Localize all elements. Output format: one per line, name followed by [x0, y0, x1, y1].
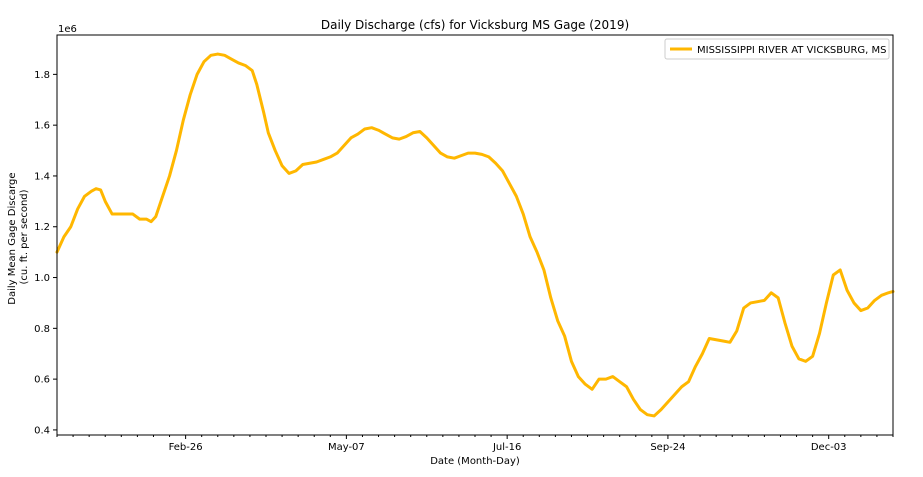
legend: MISSISSIPPI RIVER AT VICKSBURG, MS — [664, 38, 890, 60]
y-tick-label: 1.2 — [34, 222, 50, 233]
y-axis-label: Daily Mean Gage Discarge (cu. ft. per se… — [7, 169, 30, 304]
x-tick-label: Feb-26 — [169, 442, 203, 453]
x-tick-label: May-07 — [328, 442, 365, 453]
chart-title: Daily Discharge (cfs) for Vicksburg MS G… — [321, 18, 629, 32]
y-tick-label: 0.8 — [34, 324, 50, 335]
x-tick-label: Jul-16 — [492, 442, 521, 453]
legend-entry-label: MISSISSIPPI RIVER AT VICKSBURG, MS — [697, 45, 886, 56]
plot-frame — [56, 34, 894, 436]
y-tick-label: 1.0 — [34, 273, 50, 284]
y-tick-label: 0.4 — [34, 425, 50, 436]
series-line — [55, 52, 895, 418]
y-tick-label: 1.6 — [34, 121, 50, 132]
series-lines — [55, 52, 895, 418]
y-axis-ticks: 0.4 0.6 0.8 1.0 1.2 1.4 1.6 1.8 — [34, 70, 57, 436]
legend-box — [664, 38, 890, 60]
y-axis-label-line-2: (cu. ft. per second) — [19, 189, 30, 284]
x-axis-ticks: Feb-26 May-07 Jul-16 Sep-24 Dec-03 — [56, 435, 894, 453]
y-tick-label: 1.8 — [34, 70, 50, 81]
x-tick-label: Dec-03 — [811, 442, 847, 453]
y-axis-label-line-1: Daily Mean Gage Discarge — [7, 172, 18, 304]
y-tick-label: 0.6 — [34, 375, 50, 386]
x-axis-label: Date (Month-Day) — [430, 456, 520, 467]
y-offset-label: 1e6 — [58, 24, 77, 35]
y-tick-label: 1.4 — [34, 171, 50, 182]
x-tick-label: Sep-24 — [650, 442, 685, 453]
